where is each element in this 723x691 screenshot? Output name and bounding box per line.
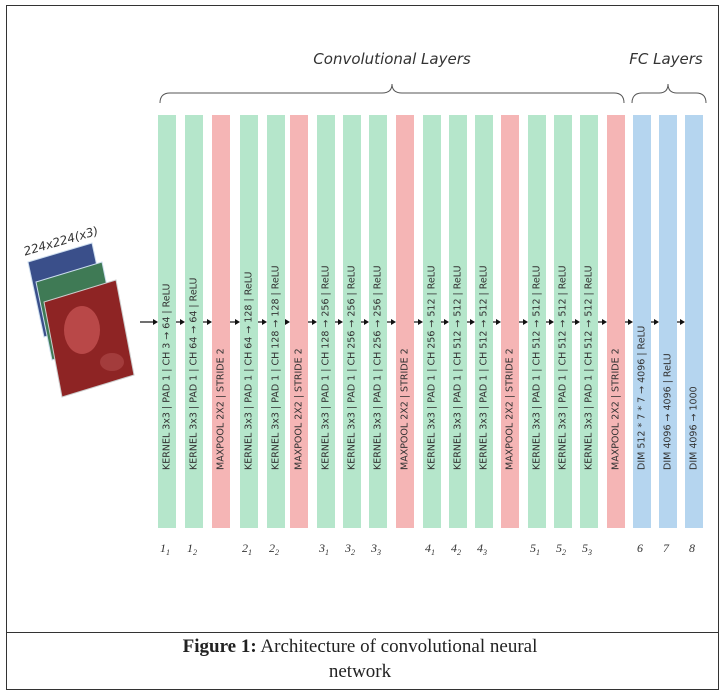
arrow-head [496,319,501,325]
layer-index: 32 [344,541,355,557]
diagram: 224x224(x3) Convolutional Layers FC Laye… [0,0,723,632]
layer-index: 41 [425,541,435,557]
layer-index-sub: 2 [562,548,566,557]
layer-index-sub: 2 [275,548,279,557]
layer-index-main: 6 [637,541,643,555]
layer-index-main: 3 [370,541,377,555]
layer-index: 51 [530,541,540,557]
layer-text: KERNEL 3x3 | PAD 1 | CH 64 → 128 | ReLU [244,271,255,470]
section-label: Convolutional Layers [313,50,471,68]
arrow-head [262,319,267,325]
layer-text: KERNEL 3x3 | PAD 1 | CH 256 → 512 | ReLU [427,265,438,470]
arrow-head [312,319,317,325]
arrow-head [470,319,475,325]
layer-index: 8 [689,541,695,555]
layer-text: DIM 4096 → 4096 | ReLU [663,353,674,470]
layer-text: KERNEL 3x3 | PAD 1 | CH 64 → 64 | ReLU [189,278,200,470]
arrow-head [207,319,212,325]
layer-index: 33 [370,541,381,557]
layer-index-main: 7 [663,541,670,555]
layer-index-sub: 3 [376,548,381,557]
layer-text: MAXPOOL 2X2 | STRIDE 2 [216,348,227,470]
layer-text: KERNEL 3x3 | PAD 1 | CH 512 → 512 | ReLU [558,265,569,470]
layer-index-main: 3 [344,541,351,555]
arrow-head [180,319,185,325]
layer-text: DIM 4096 → 1000 [689,386,700,470]
layer-index: 42 [451,541,461,557]
layer-index-main: 8 [689,541,695,555]
layer-index-sub: 2 [193,548,197,557]
layer-text: MAXPOOL 2X2 | STRIDE 2 [400,348,411,470]
layer-text: KERNEL 3x3 | PAD 1 | CH 512 → 512 | ReLU [584,265,595,470]
arrow-head [338,319,343,325]
layer-index: 52 [556,541,566,557]
caption-label: Figure 1: [183,636,257,657]
layer-index: 53 [582,541,592,557]
layer-index: 7 [663,541,670,555]
layer-index-sub: 1 [536,548,540,557]
layer-index-sub: 1 [166,548,170,557]
arrow-head [391,319,396,325]
layer-index-sub: 1 [325,548,329,557]
layer-index: 12 [187,541,197,557]
layer-index-main: 3 [318,541,325,555]
layer-index-sub: 3 [482,548,487,557]
arrow-head [285,319,290,325]
layer-index: 43 [477,541,487,557]
layer-index-sub: 2 [457,548,461,557]
arrow-head [364,319,369,325]
arrow-head [575,319,580,325]
layer-index-sub: 3 [587,548,592,557]
layer-index-sub: 2 [351,548,355,557]
layer-index: 11 [160,541,170,557]
layer-text: KERNEL 3x3 | PAD 1 | CH 3 → 64 | ReLU [162,284,173,470]
layer-text: KERNEL 3x3 | PAD 1 | CH 128 → 128 | ReLU [271,265,282,470]
layer-index: 31 [318,541,329,557]
layer-index: 22 [269,541,279,557]
layer-index-sub: 1 [431,548,435,557]
arrow-head [654,319,659,325]
page: 224x224(x3) Convolutional Layers FC Laye… [0,0,723,691]
arrow-head [680,319,685,325]
arrow-head [418,319,423,325]
section-label: FC Layers [629,50,703,68]
arrow-head [153,319,158,325]
caption-divider [6,632,719,633]
arrow-head [444,319,449,325]
layer-text: MAXPOOL 2X2 | STRIDE 2 [611,348,622,470]
layer-index: 21 [242,541,252,557]
brace [632,84,706,103]
arrow-head [602,319,607,325]
layer-text: KERNEL 3x3 | PAD 1 | CH 256 → 256 | ReLU [347,265,358,470]
arrow-head [549,319,554,325]
layer-text: DIM 512 * 7 * 7 → 4096 | ReLU [637,326,648,470]
caption-text: Architecture of convolutional neural net… [260,636,537,682]
layer-text: KERNEL 3x3 | PAD 1 | CH 512 → 512 | ReLU [532,265,543,470]
arrow-head [235,319,240,325]
caption: Figure 1: Architecture of convolutional … [150,634,570,684]
layer-text: KERNEL 3x3 | PAD 1 | CH 512 → 512 | ReLU [479,265,490,470]
layer-text: KERNEL 3x3 | PAD 1 | CH 512 → 512 | ReLU [453,265,464,470]
arrow-head [523,319,528,325]
input-image [28,243,134,397]
layer-text: MAXPOOL 2X2 | STRIDE 2 [294,348,305,470]
layer-index: 6 [637,541,643,555]
layer-text: KERNEL 3x3 | PAD 1 | CH 128 → 256 | ReLU [321,265,332,470]
arrow-head [628,319,633,325]
layer-text: MAXPOOL 2X2 | STRIDE 2 [505,348,516,470]
layer-index-sub: 1 [248,548,252,557]
brace [160,84,624,103]
layer-text: KERNEL 3x3 | PAD 1 | CH 256 → 256 | ReLU [373,265,384,470]
